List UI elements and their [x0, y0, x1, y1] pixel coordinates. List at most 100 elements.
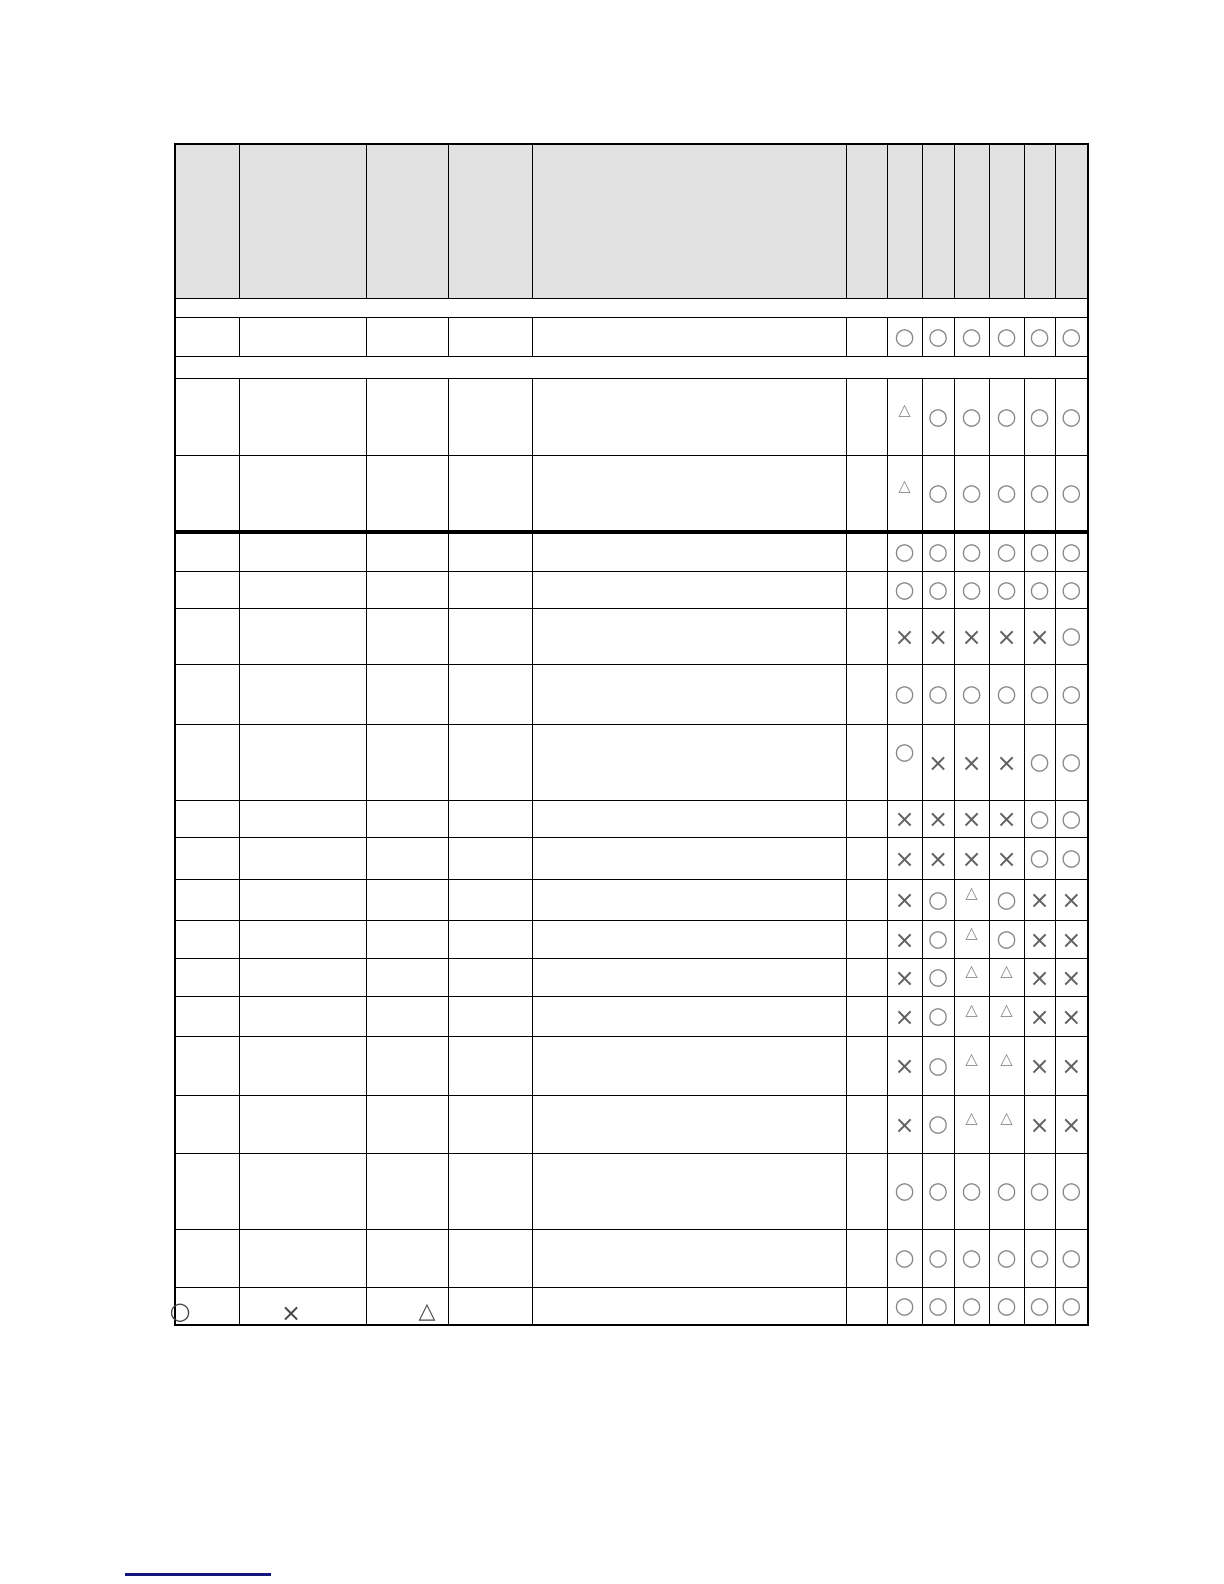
symbol-cell: ○: [988, 455, 1025, 534]
grid-cell: [174, 920, 240, 959]
symbol-cell: ○: [886, 724, 923, 801]
cross-symbol: ×: [996, 622, 1017, 651]
circle-symbol: ○: [996, 1178, 1017, 1204]
grid-cell: [531, 608, 847, 665]
symbol-cell: △: [953, 920, 990, 959]
grid-cell: [365, 1287, 449, 1326]
triangle-symbol: △: [965, 960, 978, 980]
circle-symbol: ○: [1061, 845, 1082, 871]
symbol-cell: ○: [1054, 837, 1089, 880]
symbol-cell: ○: [886, 664, 923, 725]
cross-symbol: ×: [894, 1002, 915, 1031]
header-cell: [988, 143, 1025, 299]
grid-cell: [238, 664, 367, 725]
symbol-cell: ○: [1023, 1287, 1056, 1326]
symbol-cell: ○: [1023, 1229, 1056, 1288]
symbol-cell: ×: [886, 800, 923, 838]
table-row: × × × × ○ ○: [174, 837, 1089, 880]
grid-cell: [845, 531, 888, 572]
table-row: ○ ○ ○ ○ ○ ○: [174, 317, 1089, 357]
symbol-cell: ×: [1054, 879, 1089, 921]
grid-cell: [447, 996, 533, 1037]
symbol-cell: ○: [1023, 800, 1056, 838]
grid-cell: [447, 608, 533, 665]
circle-symbol: ○: [961, 1245, 982, 1271]
symbol-cell: ○: [921, 455, 955, 534]
grid-cell: [845, 1153, 888, 1230]
grid-cell: [845, 996, 888, 1037]
circle-symbol: ○: [894, 1292, 915, 1319]
cross-symbol: ×: [961, 622, 982, 651]
header-cell: [531, 143, 847, 299]
cross-symbol: ×: [1029, 1002, 1050, 1031]
circle-symbol: ○: [961, 539, 982, 565]
grid-cell: [238, 1287, 367, 1326]
circle-symbol: ○: [1029, 403, 1050, 430]
circle-symbol: ○: [927, 1292, 949, 1319]
symbol-cell: ○: [1054, 800, 1089, 838]
grid-cell: [447, 1036, 533, 1096]
cross-symbol: ×: [894, 1110, 915, 1139]
symbol-cell: ×: [988, 800, 1025, 838]
symbol-cell: ○: [988, 378, 1025, 456]
grid-cell: [365, 996, 449, 1037]
circle-symbol: ○: [927, 1178, 949, 1204]
grid-cell: [531, 920, 847, 959]
symbol-cell: ○: [1054, 571, 1089, 609]
symbol-cell: ○: [921, 1036, 955, 1096]
grid-cell: [365, 378, 449, 456]
circle-symbol: ○: [961, 479, 982, 506]
symbol-cell: ×: [1023, 920, 1056, 959]
circle-symbol: ○: [1061, 1292, 1082, 1319]
grid-cell: [238, 608, 367, 665]
grid-cell: [531, 800, 847, 838]
symbol-cell: ○: [988, 317, 1025, 357]
grid-cell: [174, 1287, 240, 1326]
table-row: △ ○ ○ ○ ○ ○: [174, 455, 1089, 534]
grid-cell: [238, 800, 367, 838]
grid-cell: [531, 571, 847, 609]
section-band-cell: [174, 356, 1089, 379]
cross-symbol: ×: [996, 805, 1017, 833]
table-row: ○ ○ ○ ○ ○ ○: [174, 1287, 1089, 1326]
circle-symbol: ○: [894, 576, 915, 603]
grid-cell: [174, 996, 240, 1037]
symbol-cell: ○: [988, 1287, 1025, 1326]
grid-cell: [238, 531, 367, 572]
symbol-cell: ×: [953, 724, 990, 801]
grid-cell: [238, 996, 367, 1037]
symbol-cell: △: [988, 996, 1025, 1037]
symbol-cell: △: [988, 1036, 1025, 1096]
grid-cell: [845, 664, 888, 725]
circle-symbol: ○: [1061, 403, 1082, 430]
grid-cell: [365, 724, 449, 801]
section-band-cell: [174, 298, 1089, 318]
table-row: × ○ △ △ × ×: [174, 1095, 1089, 1154]
grid-cell: [531, 1153, 847, 1230]
symbol-cell: ×: [921, 608, 955, 665]
matrix-table: ○ ○ ○ ○ ○ ○ △ ○ ○ ○ ○ ○ △ ○ ○ ○ ○ ○ ○ ○ ○ ○ ○ ○ ○ ○ ○ ○ ○ ○ × × × × × ○ ○ ○ ○ ○…: [174, 143, 1089, 1326]
circle-symbol: ○: [1029, 1178, 1050, 1204]
grid-cell: [174, 1095, 240, 1154]
cross-symbol: ×: [1029, 622, 1050, 651]
symbol-cell: ○: [1054, 317, 1089, 357]
grid-cell: [365, 664, 449, 725]
grid-cell: [174, 531, 240, 572]
symbol-cell: △: [988, 1095, 1025, 1154]
grid-cell: [845, 1287, 888, 1326]
symbol-cell: ○: [1054, 724, 1089, 801]
grid-cell: [845, 800, 888, 838]
header-cell: [1023, 143, 1056, 299]
circle-symbol: ○: [1029, 805, 1050, 832]
symbol-cell: ○: [921, 920, 955, 959]
symbol-cell: ○: [1054, 531, 1089, 572]
grid-cell: [531, 1036, 847, 1096]
grid-cell: [447, 724, 533, 801]
symbol-cell: ○: [1054, 664, 1089, 725]
symbol-cell: ×: [953, 837, 990, 880]
grid-cell: [174, 571, 240, 609]
cross-symbol: ×: [1061, 886, 1082, 914]
symbol-cell: ○: [953, 378, 990, 456]
symbol-cell: ○: [921, 879, 955, 921]
symbol-cell: ○: [953, 1153, 990, 1230]
